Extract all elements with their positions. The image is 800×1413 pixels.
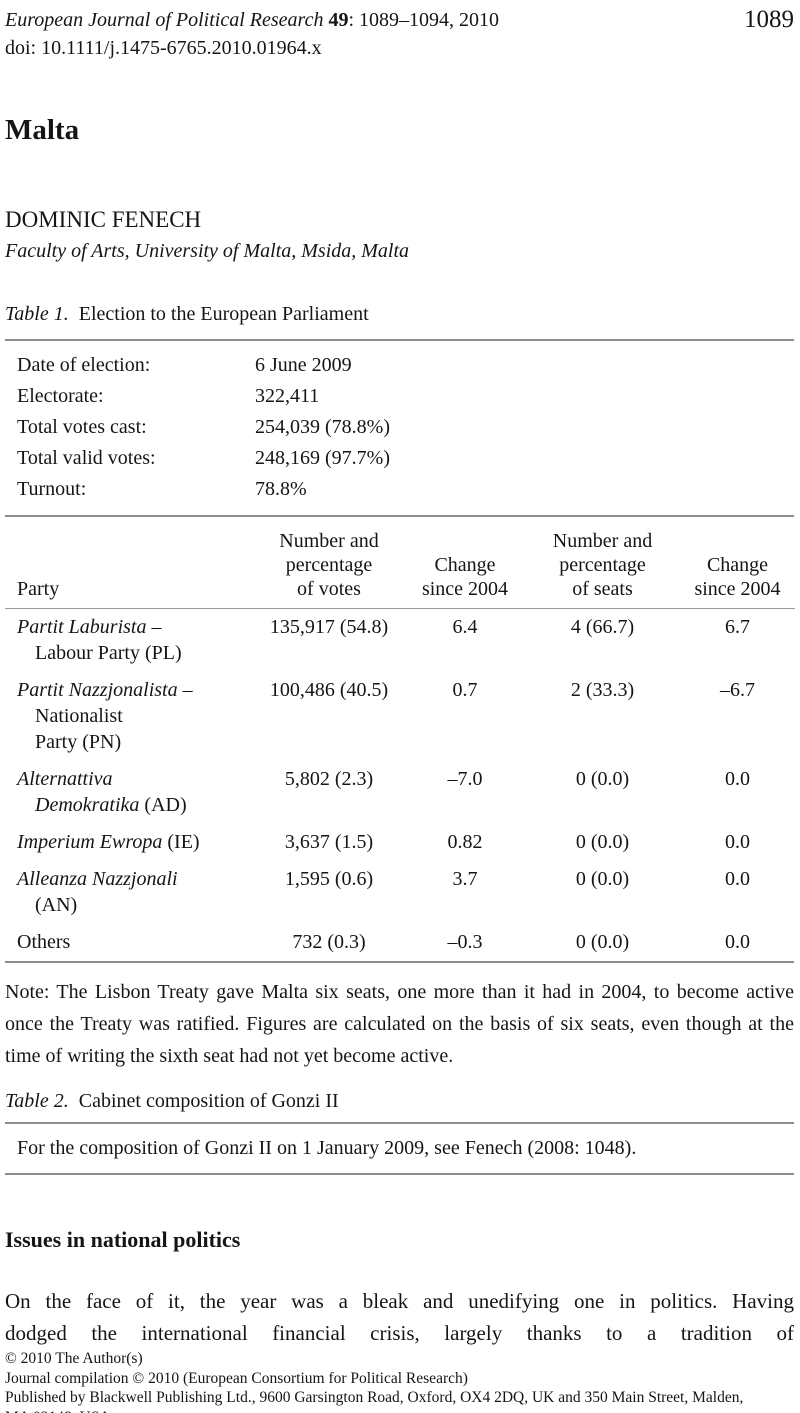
table-row-others: Others 732 (0.3) –0.3 0 (0.0) 0.0 bbox=[5, 924, 795, 961]
seats-cell: 0 (0.0) bbox=[575, 768, 630, 790]
summary-row: Total votes cast: 254,039 (78.8%) bbox=[5, 412, 794, 443]
party-name: Alleanza Nazzjonali (AN) bbox=[17, 868, 178, 916]
change-votes-cell: 6.4 bbox=[452, 616, 478, 638]
paragraph-line: On the face of it, the year was a bleak … bbox=[5, 1289, 794, 1313]
change-seats-cell: 6.7 bbox=[725, 616, 750, 638]
table2-body: For the composition of Gonzi II on 1 Jan… bbox=[5, 1122, 794, 1175]
col-header-change-votes: Change since 2004 bbox=[405, 517, 525, 609]
paragraph-line: dodged the international financial crisi… bbox=[5, 1321, 794, 1345]
page-number: 1089 bbox=[744, 6, 794, 33]
votes-cell: 100,486 (40.5) bbox=[269, 679, 389, 701]
votes-cell: 5,802 (2.3) bbox=[284, 768, 374, 790]
footer-line: Published by Blackwell Publishing Ltd., … bbox=[5, 1389, 744, 1406]
party-name: Partit Nazzjonalista – Nationalist Party… bbox=[17, 679, 193, 753]
change-votes-cell: –7.0 bbox=[447, 768, 483, 790]
summary-value: 254,039 (78.8%) bbox=[255, 416, 390, 438]
journal-citation-line: European Journal of Political Research 4… bbox=[5, 6, 499, 34]
change-seats-cell: –6.7 bbox=[720, 679, 755, 701]
summary-label: Turnout: bbox=[17, 478, 87, 500]
change-seats-cell: 0.0 bbox=[725, 768, 750, 790]
change-seats-cell: 0.0 bbox=[725, 868, 750, 890]
table1-note: Note: The Lisbon Treaty gave Malta six s… bbox=[5, 981, 794, 1067]
table-row-ad: Alternattiva Demokratika (AD) 5,802 (2.3… bbox=[5, 761, 795, 824]
table2-caption-label: Table 2. bbox=[5, 1090, 69, 1112]
table-row-pl: Partit Laburista – Labour Party (PL) 135… bbox=[5, 609, 795, 673]
journal-name: European Journal of Political Research bbox=[5, 9, 324, 31]
table1-summary: Date of election: 6 June 2009 Electorate:… bbox=[5, 339, 794, 517]
seats-cell: 0 (0.0) bbox=[575, 831, 630, 853]
journal-issue-info: : 1089–1094, 2010 bbox=[348, 9, 500, 31]
summary-value: 322,411 bbox=[255, 385, 320, 407]
footer-line: © 2010 The Author(s) bbox=[5, 1350, 143, 1367]
table2-caption: Table 2. Cabinet composition of Gonzi II bbox=[5, 1090, 794, 1113]
summary-label: Electorate: bbox=[17, 385, 104, 407]
summary-value: 78.8% bbox=[255, 478, 307, 500]
seats-cell: 4 (66.7) bbox=[570, 616, 635, 638]
change-seats-cell: 0.0 bbox=[725, 931, 750, 953]
seats-cell: 0 (0.0) bbox=[575, 868, 630, 890]
journal-volume: 49 bbox=[328, 9, 349, 31]
table1-header-row: Party Number and percentage of votes Cha… bbox=[5, 517, 795, 609]
summary-label: Total votes cast: bbox=[17, 416, 147, 438]
party-name: Partit Laburista – Labour Party (PL) bbox=[17, 616, 182, 664]
table1-caption-text: Election to the European Parliament bbox=[78, 303, 369, 325]
seats-cell: 2 (33.3) bbox=[570, 679, 635, 701]
col-header-change-seats: Change since 2004 bbox=[680, 517, 795, 609]
table1-caption: Table 1. Election to the European Parliam… bbox=[5, 303, 794, 326]
change-seats-cell: 0.0 bbox=[725, 831, 750, 853]
table1-caption-label: Table 1. bbox=[5, 303, 69, 325]
votes-cell: 732 (0.3) bbox=[292, 931, 366, 953]
col-header-party: Party bbox=[5, 517, 253, 609]
col-header-seats: Number and percentage of seats bbox=[525, 517, 680, 609]
table-row-an: Alleanza Nazzjonali (AN) 1,595 (0.6) 3.7… bbox=[5, 861, 795, 924]
article-title: Malta bbox=[5, 114, 80, 146]
party-name: Alternattiva Demokratika (AD) bbox=[17, 768, 187, 816]
section-heading: Issues in national politics bbox=[5, 1227, 241, 1252]
change-votes-cell: –0.3 bbox=[447, 931, 483, 953]
party-name: Imperium Ewropa (IE) bbox=[17, 831, 200, 853]
table1-results: Party Number and percentage of votes Cha… bbox=[5, 517, 795, 963]
votes-cell: 3,637 (1.5) bbox=[284, 831, 374, 853]
votes-cell: 135,917 (54.8) bbox=[269, 616, 389, 638]
votes-cell: 1,595 (0.6) bbox=[284, 868, 374, 890]
table2-caption-text: Cabinet composition of Gonzi II bbox=[78, 1090, 339, 1112]
summary-row: Turnout: 78.8% bbox=[5, 474, 794, 505]
summary-row: Electorate: 322,411 bbox=[5, 381, 794, 412]
col-header-votes: Number and percentage of votes bbox=[253, 517, 405, 609]
summary-value: 248,169 (97.7%) bbox=[255, 447, 390, 469]
change-votes-cell: 3.7 bbox=[452, 868, 478, 890]
table-row-ie: Imperium Ewropa (IE) 3,637 (1.5) 0.82 0 … bbox=[5, 824, 795, 861]
footer-line: MA 02148, USA bbox=[5, 1408, 794, 1413]
author-affiliation: Faculty of Arts, University of Malta, Ms… bbox=[5, 240, 410, 262]
running-head: European Journal of Political Research 4… bbox=[5, 6, 794, 62]
footer-line: Journal compilation © 2010 (European Con… bbox=[5, 1369, 468, 1387]
doi-line: doi: 10.1111/j.1475-6765.2010.01964.x bbox=[5, 37, 322, 59]
summary-label: Date of election: bbox=[17, 354, 151, 376]
change-votes-cell: 0.82 bbox=[447, 831, 483, 853]
author-name: DOMINIC FENECH bbox=[5, 207, 202, 232]
body-paragraph: On the face of it, the year was a bleak … bbox=[5, 1285, 794, 1349]
summary-row: Date of election: 6 June 2009 bbox=[5, 350, 794, 381]
summary-value: 6 June 2009 bbox=[255, 354, 352, 376]
party-name: Others bbox=[17, 931, 71, 953]
summary-row: Total valid votes: 248,169 (97.7%) bbox=[5, 443, 794, 474]
table-row-pn: Partit Nazzjonalista – Nationalist Party… bbox=[5, 672, 795, 761]
change-votes-cell: 0.7 bbox=[452, 679, 478, 701]
summary-label: Total valid votes: bbox=[17, 447, 156, 469]
seats-cell: 0 (0.0) bbox=[575, 931, 630, 953]
copyright-footer: © 2010 The Author(s) Journal compilation… bbox=[5, 1349, 794, 1413]
journal-info: European Journal of Political Research 4… bbox=[5, 6, 499, 62]
